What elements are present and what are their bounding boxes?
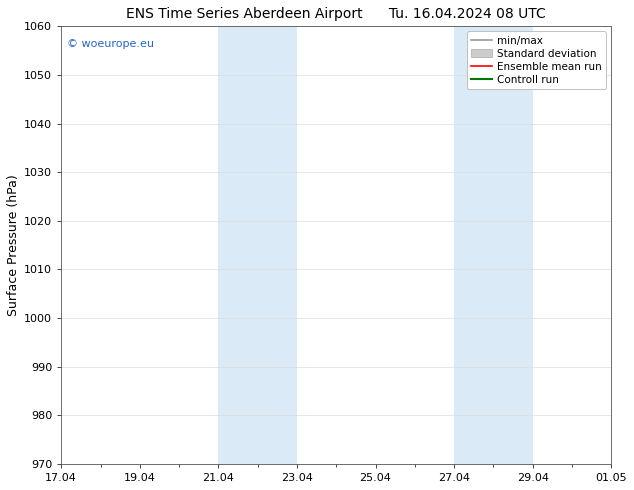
Legend: min/max, Standard deviation, Ensemble mean run, Controll run: min/max, Standard deviation, Ensemble me… bbox=[467, 31, 606, 89]
Title: ENS Time Series Aberdeen Airport      Tu. 16.04.2024 08 UTC: ENS Time Series Aberdeen Airport Tu. 16.… bbox=[126, 7, 546, 21]
Bar bbox=[454, 26, 533, 464]
Bar bbox=[218, 26, 297, 464]
Text: © woeurope.eu: © woeurope.eu bbox=[67, 39, 154, 49]
Y-axis label: Surface Pressure (hPa): Surface Pressure (hPa) bbox=[7, 174, 20, 316]
